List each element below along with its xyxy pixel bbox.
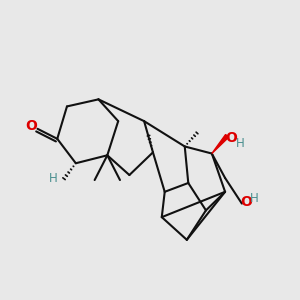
Text: H: H (49, 172, 58, 185)
Text: O: O (241, 195, 253, 209)
Polygon shape (212, 134, 229, 154)
Text: H: H (236, 137, 244, 150)
Text: H: H (250, 192, 259, 205)
Text: O: O (226, 131, 238, 145)
Text: O: O (26, 119, 38, 134)
